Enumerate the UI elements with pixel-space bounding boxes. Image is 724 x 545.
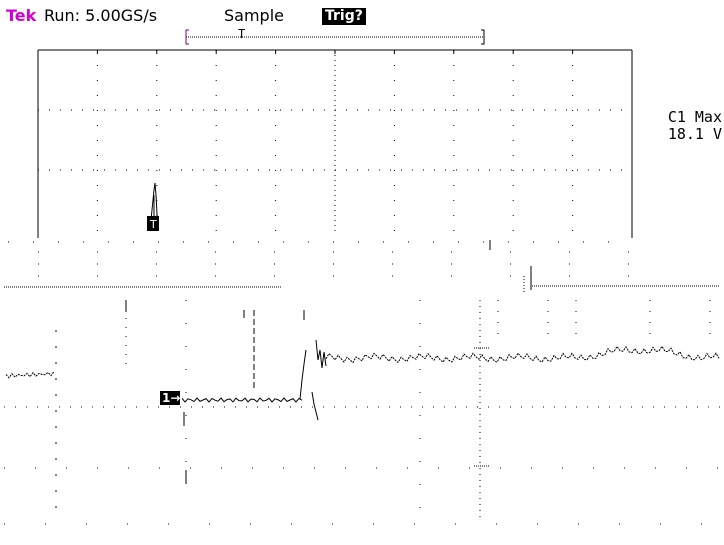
trigger-level-indicator — [147, 216, 159, 231]
zoom-waveform — [5, 339, 720, 421]
record-bracket — [185, 29, 485, 45]
zoom-window — [4, 266, 720, 525]
trigger-level-label: T — [149, 218, 157, 231]
measurement-value: 18.1 V — [667, 125, 722, 143]
acquisition-mode: Sample — [224, 6, 284, 25]
measurement-readout: C1 Max 18.1 V — [668, 109, 722, 143]
channel-1-marker: 1→ — [162, 391, 180, 405]
brand-logo: Tek — [6, 6, 37, 25]
graticule — [8, 49, 633, 277]
measurement-label: C1 Max — [667, 108, 722, 126]
trigger-status-badge: Trig? — [322, 8, 366, 25]
run-status: Run: 5.00GS/s — [44, 6, 158, 25]
channel-1-marker-box — [160, 391, 180, 405]
trigger-position-marker: T — [238, 27, 245, 41]
